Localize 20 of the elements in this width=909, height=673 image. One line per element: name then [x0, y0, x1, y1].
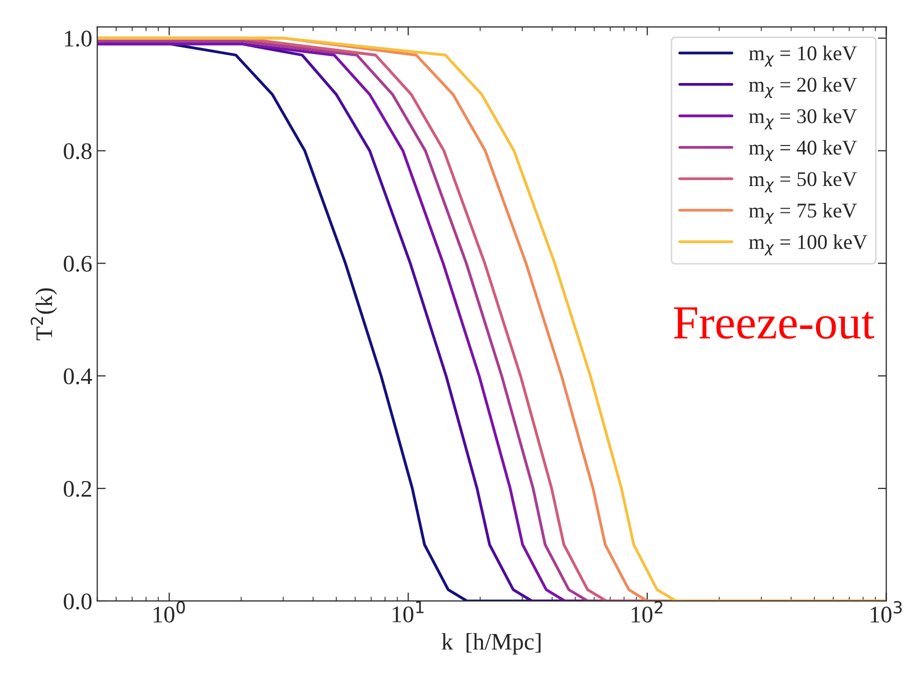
x-tick-label: 10$^{2}$	[632, 601, 662, 623]
x-tick-label: 10$^{3}$	[870, 601, 902, 623]
x-axis-title: k [h/Mpc]	[442, 633, 541, 655]
y-tick-label: 0.8	[64, 143, 92, 160]
y-tick-label: 0.0	[64, 593, 92, 610]
legend-label: m$_{χ}$ = 40 keV	[749, 140, 857, 161]
x-tick-label: 10$^{0}$	[154, 601, 185, 623]
y-tick-label: 0.6	[64, 256, 92, 272]
y-axis-title: T$^{2}$(k)	[30, 288, 57, 340]
legend-label: m$_{χ}$ = 100 keV	[749, 234, 868, 256]
y-tick-label: 0.2	[64, 480, 92, 497]
legend-label: m$_{χ}$ = 30 keV	[749, 108, 857, 130]
annotation: Freeze-out	[674, 307, 874, 339]
legend-label: m$_{χ}$ = 50 keV	[749, 172, 857, 192]
y-tick-label: 0.4	[64, 368, 92, 384]
legend-label: m$_{χ}$ = 75 keV	[749, 202, 857, 224]
y-tick-label: 1.0	[64, 30, 92, 47]
x-tick-label: 10$^{1}$	[392, 601, 424, 622]
legend-label: m$_{χ}$ = 10 keV	[749, 46, 857, 67]
legend-label: m$_{χ}$ = 20 keV	[749, 77, 857, 98]
